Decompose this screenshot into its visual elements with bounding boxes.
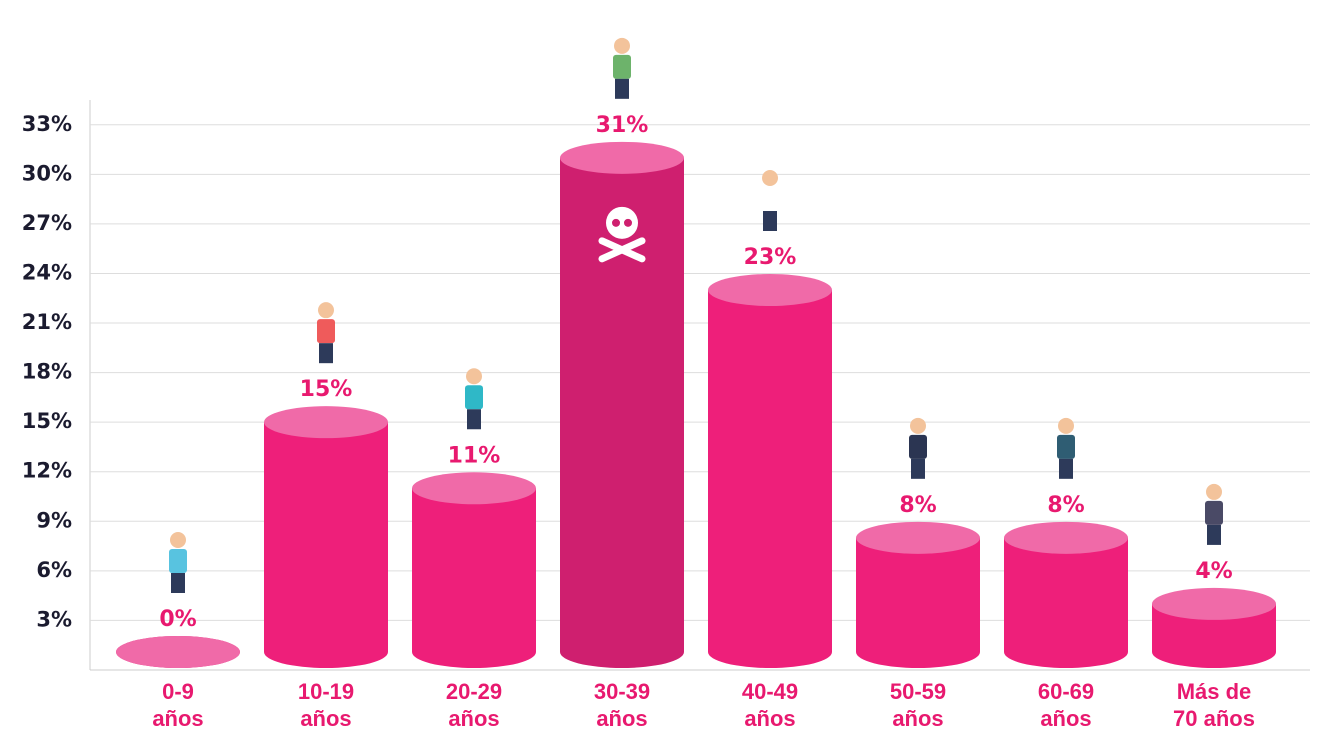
cylinder-top [1152, 587, 1276, 620]
cylinder-top [412, 472, 536, 505]
eye [612, 218, 620, 227]
person-icon [1205, 483, 1223, 545]
torso [317, 319, 335, 344]
x-tick-label: 50-59 años [889, 679, 947, 731]
person-icon [465, 368, 483, 430]
y-tick-label: 18% [22, 360, 72, 384]
cylinder-body [1004, 537, 1128, 652]
person-icon [761, 170, 779, 231]
head [466, 368, 482, 385]
torso [465, 385, 483, 410]
value-label: 4% [1195, 559, 1232, 584]
head [170, 532, 186, 548]
x-tick-label: 0-9 años [152, 679, 204, 731]
torso [909, 434, 927, 459]
legs [171, 573, 185, 593]
value-label: 0% [159, 607, 196, 632]
y-tick-label: 24% [22, 260, 72, 284]
x-tick-label: 20-29 años [445, 679, 503, 731]
bone [598, 237, 646, 263]
head [1058, 417, 1074, 434]
y-tick-label: 15% [22, 409, 72, 433]
y-tick-label: 12% [22, 459, 72, 483]
y-tick-label: 3% [36, 607, 72, 631]
head [1206, 483, 1222, 500]
head [318, 302, 334, 319]
person-icon [1057, 417, 1075, 479]
value-label: 8% [1047, 493, 1084, 518]
legs [763, 211, 777, 231]
legs [319, 343, 333, 364]
legs [467, 409, 481, 430]
eye [624, 218, 632, 227]
value-label: 15% [300, 377, 353, 402]
cylinder [116, 636, 240, 668]
y-tick-label: 30% [22, 161, 72, 185]
head [762, 170, 778, 186]
value-label: 8% [899, 493, 936, 518]
cylinder-body [264, 422, 388, 652]
cylinder-top [708, 274, 832, 306]
legs [1059, 458, 1073, 479]
legs [615, 78, 629, 99]
cylinder-body [856, 537, 980, 652]
value-label: 11% [448, 443, 501, 468]
y-tick-label: 6% [36, 558, 72, 582]
cylinder-top [560, 141, 684, 174]
cylinder-top [116, 636, 240, 668]
x-tick-label: 60-69 años [1037, 679, 1095, 731]
torso [613, 54, 631, 79]
person-icon [909, 417, 927, 479]
person-icon [613, 37, 631, 99]
x-tick-label: Más de 70 años [1173, 679, 1255, 731]
y-tick-label: 21% [22, 310, 72, 334]
cylinder-body [412, 488, 536, 652]
cylinder-body [560, 157, 684, 652]
cylinder-top [1004, 521, 1128, 554]
legs [911, 458, 925, 479]
head [614, 37, 630, 54]
cylinder [412, 472, 536, 668]
y-tick-label: 27% [22, 211, 72, 235]
value-label: 31% [596, 113, 649, 138]
cylinder-top [856, 521, 980, 554]
cylinder [560, 141, 684, 668]
cylinder [708, 274, 832, 668]
skull [606, 206, 638, 239]
cylinder [264, 406, 388, 668]
cylinder-top [264, 406, 388, 439]
value-label: 23% [744, 245, 797, 270]
x-tick-label: 10-19 años [297, 679, 355, 731]
torso [1057, 434, 1075, 459]
y-tick-label: 33% [22, 112, 72, 136]
legs [1207, 524, 1221, 545]
torso [169, 549, 187, 573]
cylinder [1004, 521, 1128, 668]
y-tick-label: 9% [36, 508, 72, 532]
head [910, 417, 926, 434]
x-tick-label: 30-39 años [593, 679, 651, 731]
cylinder-body [708, 290, 832, 652]
person-icon [169, 532, 187, 593]
person-icon [317, 302, 335, 364]
torso [1205, 500, 1223, 525]
cylinder [1152, 587, 1276, 668]
cylinder [856, 521, 980, 668]
torso [761, 187, 779, 211]
x-tick-label: 40-49 años [741, 679, 799, 731]
